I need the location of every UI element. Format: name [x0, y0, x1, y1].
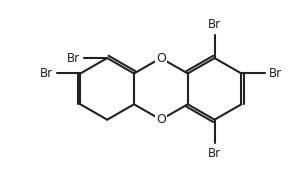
Text: O: O	[156, 52, 166, 65]
Text: O: O	[156, 113, 166, 126]
Text: Br: Br	[208, 18, 221, 31]
Text: Br: Br	[268, 67, 282, 80]
Text: Br: Br	[40, 67, 53, 80]
Text: Br: Br	[208, 147, 221, 160]
Text: Br: Br	[67, 52, 80, 65]
